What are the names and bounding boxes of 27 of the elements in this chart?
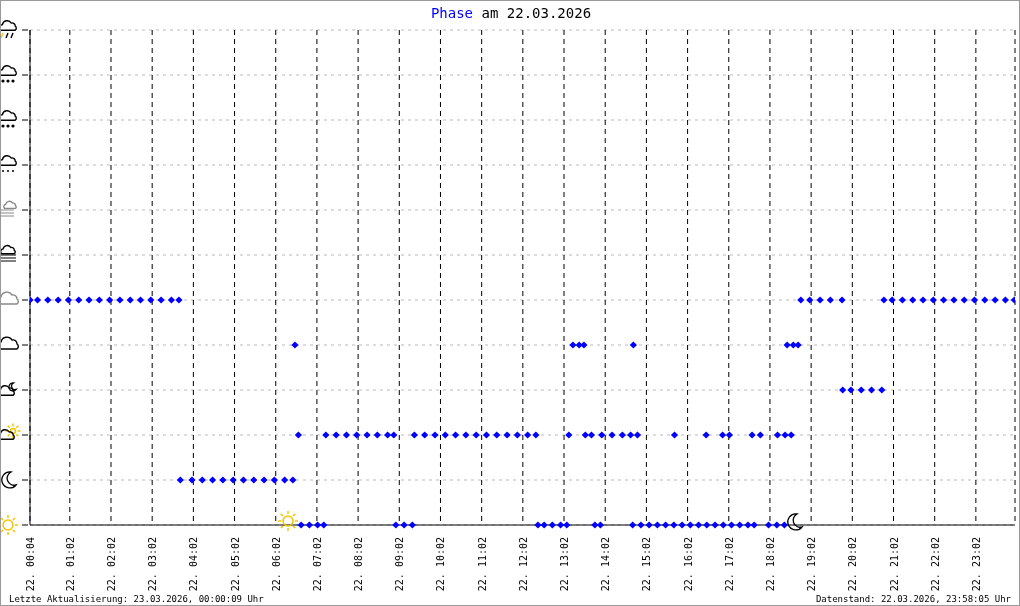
x-tick-label: 22. 17:02: [723, 537, 735, 592]
x-tick-label: 22. 19:02: [806, 537, 818, 592]
x-tick-label: 22. 01:02: [64, 537, 76, 592]
x-tick-label: 22. 20:02: [847, 537, 859, 592]
x-tick-label: 22. 08:02: [353, 537, 365, 592]
text: Letzte Aktualisierung: 23.03.2026, 00:00:09 Uhr: [9, 594, 264, 604]
x-tick-label: 22. 16:02: [682, 537, 694, 592]
x-tick-label: 22. 14:02: [600, 537, 612, 592]
x-tick-label: 22. 15:02: [641, 537, 653, 592]
x-tick-label: 22. 02:02: [106, 537, 117, 592]
x-tick-label: 22. 18:02: [764, 537, 776, 592]
x-tick-label: 22. 06:02: [270, 537, 282, 592]
x-tick-label: 22. 23:02: [970, 537, 982, 592]
x-tick-label: 22. 04:02: [188, 537, 200, 592]
x-tick-label: 22. 11:02: [476, 537, 488, 592]
x-tick-label: 22. 21:02: [888, 537, 900, 592]
x-tick-label: 22. 07:02: [311, 537, 323, 592]
x-tick-label: 22. 03:02: [147, 537, 159, 592]
x-tick-label: 22. 10:02: [435, 537, 447, 592]
chart-title: Phase am 22.03.2026: [430, 5, 592, 21]
x-tick-label: 22. 05:02: [229, 537, 241, 592]
x-tick-label: 22. 22:02: [929, 537, 941, 592]
x-tick-label: 22. 00:04: [25, 537, 36, 592]
x-tick-label: 22. 12:02: [517, 537, 529, 592]
x-tick-label: 22. 09:02: [394, 537, 406, 592]
x-tick-label: 22. 13:02: [559, 537, 571, 592]
text: Datenstand: 22.03.2026, 23:58:05 Uhr: [815, 594, 1011, 604]
